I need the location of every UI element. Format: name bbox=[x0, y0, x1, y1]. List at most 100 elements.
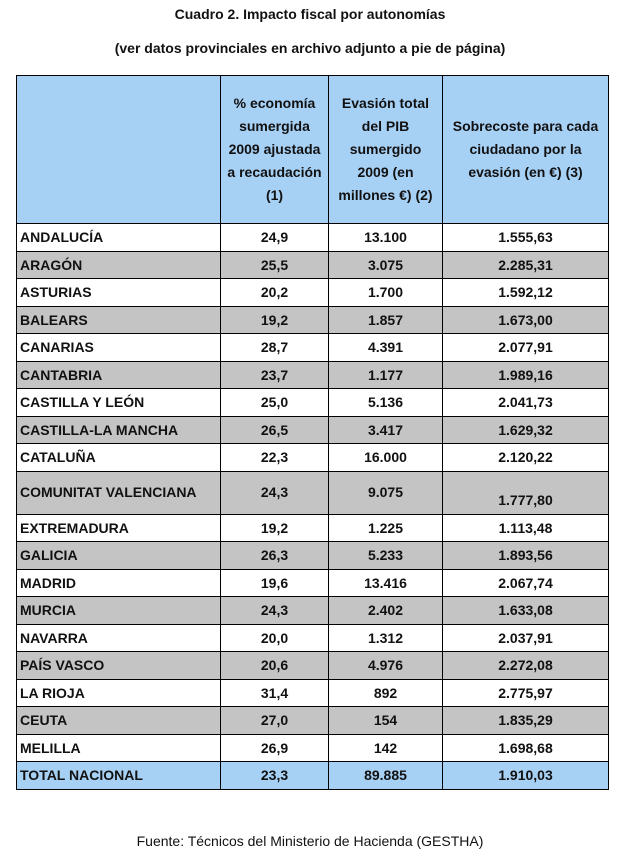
table-title: Cuadro 2. Impacto fiscal por autonomías bbox=[174, 6, 446, 22]
table-row: PAÍS VASCO 20,6 4.976 2.272,08 bbox=[16, 651, 609, 680]
region-name-cell: CATALUÑA bbox=[16, 443, 221, 472]
pct-cell: 26,9 bbox=[220, 733, 329, 762]
pct-cell: 24,3 bbox=[220, 596, 329, 625]
table-row: CANARIAS 28,7 4.391 2.077,91 bbox=[16, 333, 609, 362]
evasion-cell: 13.100 bbox=[328, 223, 443, 252]
sobrecoste-cell: 2.285,31 bbox=[442, 250, 609, 279]
evasion-cell: 4.976 bbox=[328, 651, 443, 680]
evasion-cell: 3.417 bbox=[328, 415, 443, 444]
sobrecoste-cell: 2.272,08 bbox=[442, 651, 609, 680]
pct-cell: 25,5 bbox=[220, 250, 329, 279]
total-name-cell: TOTAL NACIONAL bbox=[16, 761, 221, 790]
evasion-cell: 3.075 bbox=[328, 250, 443, 279]
region-name-cell: EXTREMADURA bbox=[16, 513, 221, 542]
pct-cell: 23,7 bbox=[220, 360, 329, 389]
sobrecoste-cell: 1.592,12 bbox=[442, 278, 609, 307]
pct-cell: 28,7 bbox=[220, 333, 329, 362]
table-row: CASTILLA-LA MANCHA 26,5 3.417 1.629,32 bbox=[16, 415, 609, 444]
table-row: GALICIA 26,3 5.233 1.893,56 bbox=[16, 541, 609, 570]
sobrecoste-cell: 1.698,68 bbox=[442, 733, 609, 762]
region-name-cell: BALEARS bbox=[16, 305, 221, 334]
region-name-cell: CASTILLA Y LEÓN bbox=[16, 388, 221, 417]
evasion-cell: 1.177 bbox=[328, 360, 443, 389]
evasion-cell: 1.225 bbox=[328, 513, 443, 542]
evasion-cell: 9.075 bbox=[328, 470, 443, 515]
evasion-cell: 5.233 bbox=[328, 541, 443, 570]
region-name-cell: ASTURIAS bbox=[16, 278, 221, 307]
table-row: ANDALUCÍA 24,9 13.100 1.555,63 bbox=[16, 223, 609, 252]
evasion-cell: 154 bbox=[328, 706, 443, 735]
evasion-cell: 13.416 bbox=[328, 568, 443, 597]
region-name-cell: MURCIA bbox=[16, 596, 221, 625]
table-row: CEUTA 27,0 154 1.835,29 bbox=[16, 706, 609, 735]
sobrecoste-cell: 1.835,29 bbox=[442, 706, 609, 735]
pct-cell: 22,3 bbox=[220, 443, 329, 472]
table-row: MURCIA 24,3 2.402 1.633,08 bbox=[16, 596, 609, 625]
pct-cell: 20,0 bbox=[220, 623, 329, 652]
pct-cell: 19,2 bbox=[220, 513, 329, 542]
evasion-cell: 1.857 bbox=[328, 305, 443, 334]
pct-cell: 19,6 bbox=[220, 568, 329, 597]
pct-cell: 26,3 bbox=[220, 541, 329, 570]
evasion-cell: 1.700 bbox=[328, 278, 443, 307]
table-row: EXTREMADURA 19,2 1.225 1.113,48 bbox=[16, 513, 609, 542]
header-row: % economía sumergida 2009 ajustada a rec… bbox=[16, 75, 609, 224]
sobrecoste-cell: 2.077,91 bbox=[442, 333, 609, 362]
table-row: BALEARS 19,2 1.857 1.673,00 bbox=[16, 305, 609, 334]
total-pct-cell: 23,3 bbox=[220, 761, 329, 790]
region-name-cell: CASTILLA-LA MANCHA bbox=[16, 415, 221, 444]
total-row: TOTAL NACIONAL 23,3 89.885 1.910,03 bbox=[16, 761, 609, 790]
total-sobrecoste-cell: 1.910,03 bbox=[442, 761, 609, 790]
sobrecoste-cell: 1.113,48 bbox=[442, 513, 609, 542]
header-evasion-total: Evasión total del PIB sumergido 2009 (en… bbox=[328, 75, 443, 224]
region-name-cell: PAÍS VASCO bbox=[16, 651, 221, 680]
pct-cell: 20,2 bbox=[220, 278, 329, 307]
pct-cell: 24,9 bbox=[220, 223, 329, 252]
table-row: ARAGÓN 25,5 3.075 2.285,31 bbox=[16, 250, 609, 279]
evasion-cell: 5.136 bbox=[328, 388, 443, 417]
header-sobrecoste: Sobrecoste para cada ciudadano por la ev… bbox=[442, 75, 609, 224]
source-footer: Fuente: Técnicos del Ministerio de Hacie… bbox=[136, 833, 484, 849]
region-name-cell: MELILLA bbox=[16, 733, 221, 762]
evasion-cell: 142 bbox=[328, 733, 443, 762]
evasion-cell: 16.000 bbox=[328, 443, 443, 472]
evasion-cell: 1.312 bbox=[328, 623, 443, 652]
header-pct-sumergida: % economía sumergida 2009 ajustada a rec… bbox=[220, 75, 329, 224]
total-evasion-cell: 89.885 bbox=[328, 761, 443, 790]
region-name-cell: CEUTA bbox=[16, 706, 221, 735]
table-row: CANTABRIA 23,7 1.177 1.989,16 bbox=[16, 360, 609, 389]
region-name-cell: GALICIA bbox=[16, 541, 221, 570]
region-name-cell: ANDALUCÍA bbox=[16, 223, 221, 252]
evasion-cell: 892 bbox=[328, 678, 443, 707]
table-row: CATALUÑA 22,3 16.000 2.120,22 bbox=[16, 443, 609, 472]
region-name-cell: CANTABRIA bbox=[16, 360, 221, 389]
sobrecoste-cell: 2.120,22 bbox=[442, 443, 609, 472]
sobrecoste-cell: 2.041,73 bbox=[442, 388, 609, 417]
table-row: CASTILLA Y LEÓN 25,0 5.136 2.041,73 bbox=[16, 388, 609, 417]
pct-cell: 20,6 bbox=[220, 651, 329, 680]
table-row: ASTURIAS 20,2 1.700 1.592,12 bbox=[16, 278, 609, 307]
region-name-cell: COMUNITAT VALENCIANA bbox=[16, 470, 221, 515]
region-name-cell: ARAGÓN bbox=[16, 250, 221, 279]
fiscal-impact-table: % economía sumergida 2009 ajustada a rec… bbox=[16, 75, 609, 790]
region-name-cell: NAVARRA bbox=[16, 623, 221, 652]
pct-cell: 26,5 bbox=[220, 415, 329, 444]
table-row: LA RIOJA 31,4 892 2.775,97 bbox=[16, 678, 609, 707]
region-name-cell: CANARIAS bbox=[16, 333, 221, 362]
pct-cell: 27,0 bbox=[220, 706, 329, 735]
sobrecoste-cell: 1.893,56 bbox=[442, 541, 609, 570]
sobrecoste-cell: 1.673,00 bbox=[442, 305, 609, 334]
evasion-cell: 2.402 bbox=[328, 596, 443, 625]
sobrecoste-cell: 2.775,97 bbox=[442, 678, 609, 707]
sobrecoste-cell: 1.633,08 bbox=[442, 596, 609, 625]
sobrecoste-cell: 1.555,63 bbox=[442, 223, 609, 252]
table-row: MADRID 19,6 13.416 2.067,74 bbox=[16, 568, 609, 597]
table-row: NAVARRA 20,0 1.312 2.037,91 bbox=[16, 623, 609, 652]
pct-cell: 24,3 bbox=[220, 470, 329, 515]
sobrecoste-cell: 1.629,32 bbox=[442, 415, 609, 444]
sobrecoste-cell: 2.067,74 bbox=[442, 568, 609, 597]
evasion-cell: 4.391 bbox=[328, 333, 443, 362]
pct-cell: 25,0 bbox=[220, 388, 329, 417]
table-row: MELILLA 26,9 142 1.698,68 bbox=[16, 733, 609, 762]
pct-cell: 19,2 bbox=[220, 305, 329, 334]
